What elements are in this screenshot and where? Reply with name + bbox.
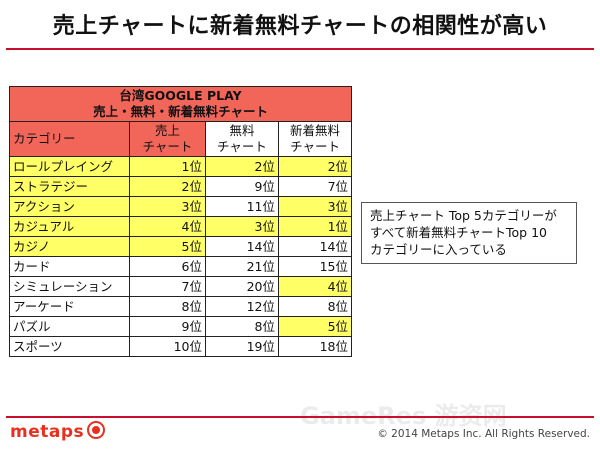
sales-rank-cell: 9位 (129, 316, 206, 337)
free-rank-cell: 2位 (205, 156, 279, 177)
new-free-rank-cell: 3位 (277, 196, 353, 217)
new-free-rank-cell: 5位 (277, 316, 353, 337)
table-row: スポーツ 10位 19位 18位 (9, 336, 353, 357)
title-divider (6, 48, 594, 50)
new-free-rank-cell: 8位 (277, 296, 353, 317)
table-row: カジノ 5位 14位 14位 (9, 236, 353, 257)
free-rank-cell: 9位 (205, 176, 279, 197)
slide-title: 売上チャートに新着無料チャートの相関性が高い (52, 14, 548, 39)
category-cell: カジュアル (9, 216, 130, 237)
category-cell: アクション (9, 196, 130, 217)
col-header-new-free-line2: チャート (290, 139, 340, 154)
new-free-rank-cell: 14位 (277, 236, 353, 257)
free-rank-cell: 12位 (205, 296, 279, 317)
table-row: シミュレーション 7位 20位 4位 (9, 276, 353, 297)
category-cell: スポーツ (9, 336, 130, 357)
note-line-1: 売上チャート Top 5カテゴリーが (370, 208, 557, 223)
new-free-rank-cell: 4位 (277, 276, 353, 297)
free-rank-cell: 3位 (205, 216, 279, 237)
table-row: パズル 9位 8位 5位 (9, 316, 353, 337)
metaps-logo: metaps (10, 421, 106, 442)
new-free-rank-cell: 7位 (277, 176, 353, 197)
table-title-line1: 台湾GOOGLE PLAY (119, 88, 242, 103)
col-header-sales-line1: 売上 (154, 123, 180, 138)
category-cell: カジノ (9, 236, 130, 257)
category-cell: ストラテジー (9, 176, 130, 197)
category-cell: アーケード (9, 296, 130, 317)
sales-rank-cell: 3位 (129, 196, 206, 217)
note-line-3: カテゴリーに入っている (370, 242, 507, 257)
ranking-table: 台湾GOOGLE PLAY 売上・無料・新着無料チャート カテゴリー 売上 チャ… (8, 86, 353, 357)
table-row: ストラテジー 2位 9位 7位 (9, 176, 353, 197)
logo-text: metaps (10, 422, 85, 442)
new-free-rank-cell: 2位 (277, 156, 353, 177)
sales-rank-cell: 4位 (129, 216, 206, 237)
table-row: アクション 3位 11位 3位 (9, 196, 353, 217)
table-row: カジュアル 4位 3位 1位 (9, 216, 353, 237)
col-header-free-line2: チャート (217, 139, 267, 154)
sales-rank-cell: 2位 (129, 176, 206, 197)
category-cell: カード (9, 256, 130, 277)
footer-divider (6, 416, 594, 418)
sales-rank-cell: 5位 (129, 236, 206, 257)
table-row: ロールプレイング 1位 2位 2位 (9, 156, 353, 177)
new-free-rank-cell: 15位 (277, 256, 353, 277)
free-rank-cell: 8位 (205, 316, 279, 337)
col-header-free: 無料 チャート (205, 121, 279, 157)
col-header-sales-line2: チャート (142, 139, 193, 154)
note-box: 売上チャート Top 5カテゴリーが すべて新着無料チャートTop 10 カテゴ… (361, 202, 577, 264)
copyright-text: © 2014 Metaps Inc. All Rights Reserved. (377, 428, 590, 440)
table-row: アーケード 8位 12位 8位 (9, 296, 353, 317)
sales-rank-cell: 10位 (129, 336, 206, 357)
new-free-rank-cell: 1位 (277, 216, 353, 237)
col-header-free-line1: 無料 (229, 123, 255, 138)
table-row: カード 6位 21位 15位 (9, 256, 353, 277)
col-header-new-free-line1: 新着無料 (290, 123, 341, 138)
free-rank-cell: 11位 (205, 196, 279, 217)
category-cell: ロールプレイング (9, 156, 130, 177)
table-title-line2: 売上・無料・新着無料チャート (93, 104, 268, 119)
sales-rank-cell: 7位 (129, 276, 206, 297)
logo-mark-icon (87, 421, 106, 439)
category-cell: シミュレーション (9, 276, 130, 297)
category-cell: パズル (9, 316, 130, 337)
free-rank-cell: 21位 (205, 256, 279, 277)
sales-rank-cell: 8位 (129, 296, 206, 317)
sales-rank-cell: 6位 (129, 256, 206, 277)
col-header-category: カテゴリー (9, 121, 130, 157)
free-rank-cell: 14位 (205, 236, 279, 257)
col-header-new-free: 新着無料 チャート (277, 121, 353, 157)
col-header-sales: 売上 チャート (129, 121, 206, 157)
note-line-2: すべて新着無料チャートTop 10 (370, 225, 547, 240)
watermark: GameRes 游资网 (300, 402, 507, 430)
free-rank-cell: 20位 (205, 276, 279, 297)
sales-rank-cell: 1位 (129, 156, 206, 177)
table-title: 台湾GOOGLE PLAY 売上・無料・新着無料チャート (8, 86, 353, 122)
free-rank-cell: 19位 (205, 336, 279, 357)
new-free-rank-cell: 18位 (277, 336, 353, 357)
